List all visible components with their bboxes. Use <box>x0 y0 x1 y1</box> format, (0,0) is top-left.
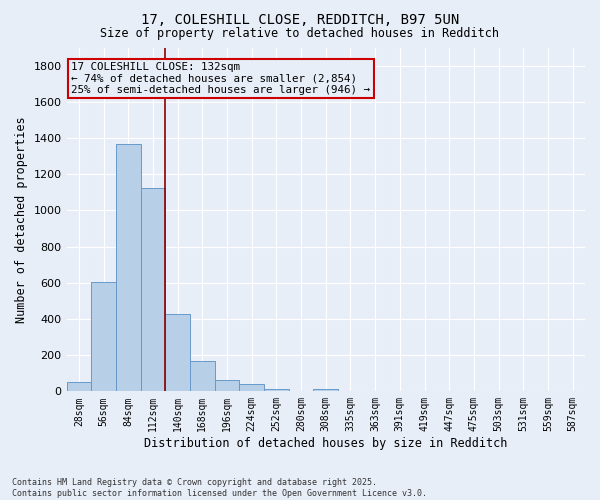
Bar <box>67 382 91 392</box>
Bar <box>91 282 116 392</box>
Text: Contains HM Land Registry data © Crown copyright and database right 2025.
Contai: Contains HM Land Registry data © Crown c… <box>12 478 427 498</box>
Y-axis label: Number of detached properties: Number of detached properties <box>15 116 28 322</box>
Bar <box>116 144 140 392</box>
Bar <box>165 314 190 392</box>
Bar <box>313 388 338 392</box>
Bar <box>239 384 264 392</box>
Bar <box>215 380 239 392</box>
Bar <box>140 188 165 392</box>
Bar <box>264 388 289 392</box>
X-axis label: Distribution of detached houses by size in Redditch: Distribution of detached houses by size … <box>144 437 508 450</box>
Bar <box>190 360 215 392</box>
Text: 17 COLESHILL CLOSE: 132sqm
← 74% of detached houses are smaller (2,854)
25% of s: 17 COLESHILL CLOSE: 132sqm ← 74% of deta… <box>71 62 370 95</box>
Text: Size of property relative to detached houses in Redditch: Size of property relative to detached ho… <box>101 28 499 40</box>
Text: 17, COLESHILL CLOSE, REDDITCH, B97 5UN: 17, COLESHILL CLOSE, REDDITCH, B97 5UN <box>141 12 459 26</box>
